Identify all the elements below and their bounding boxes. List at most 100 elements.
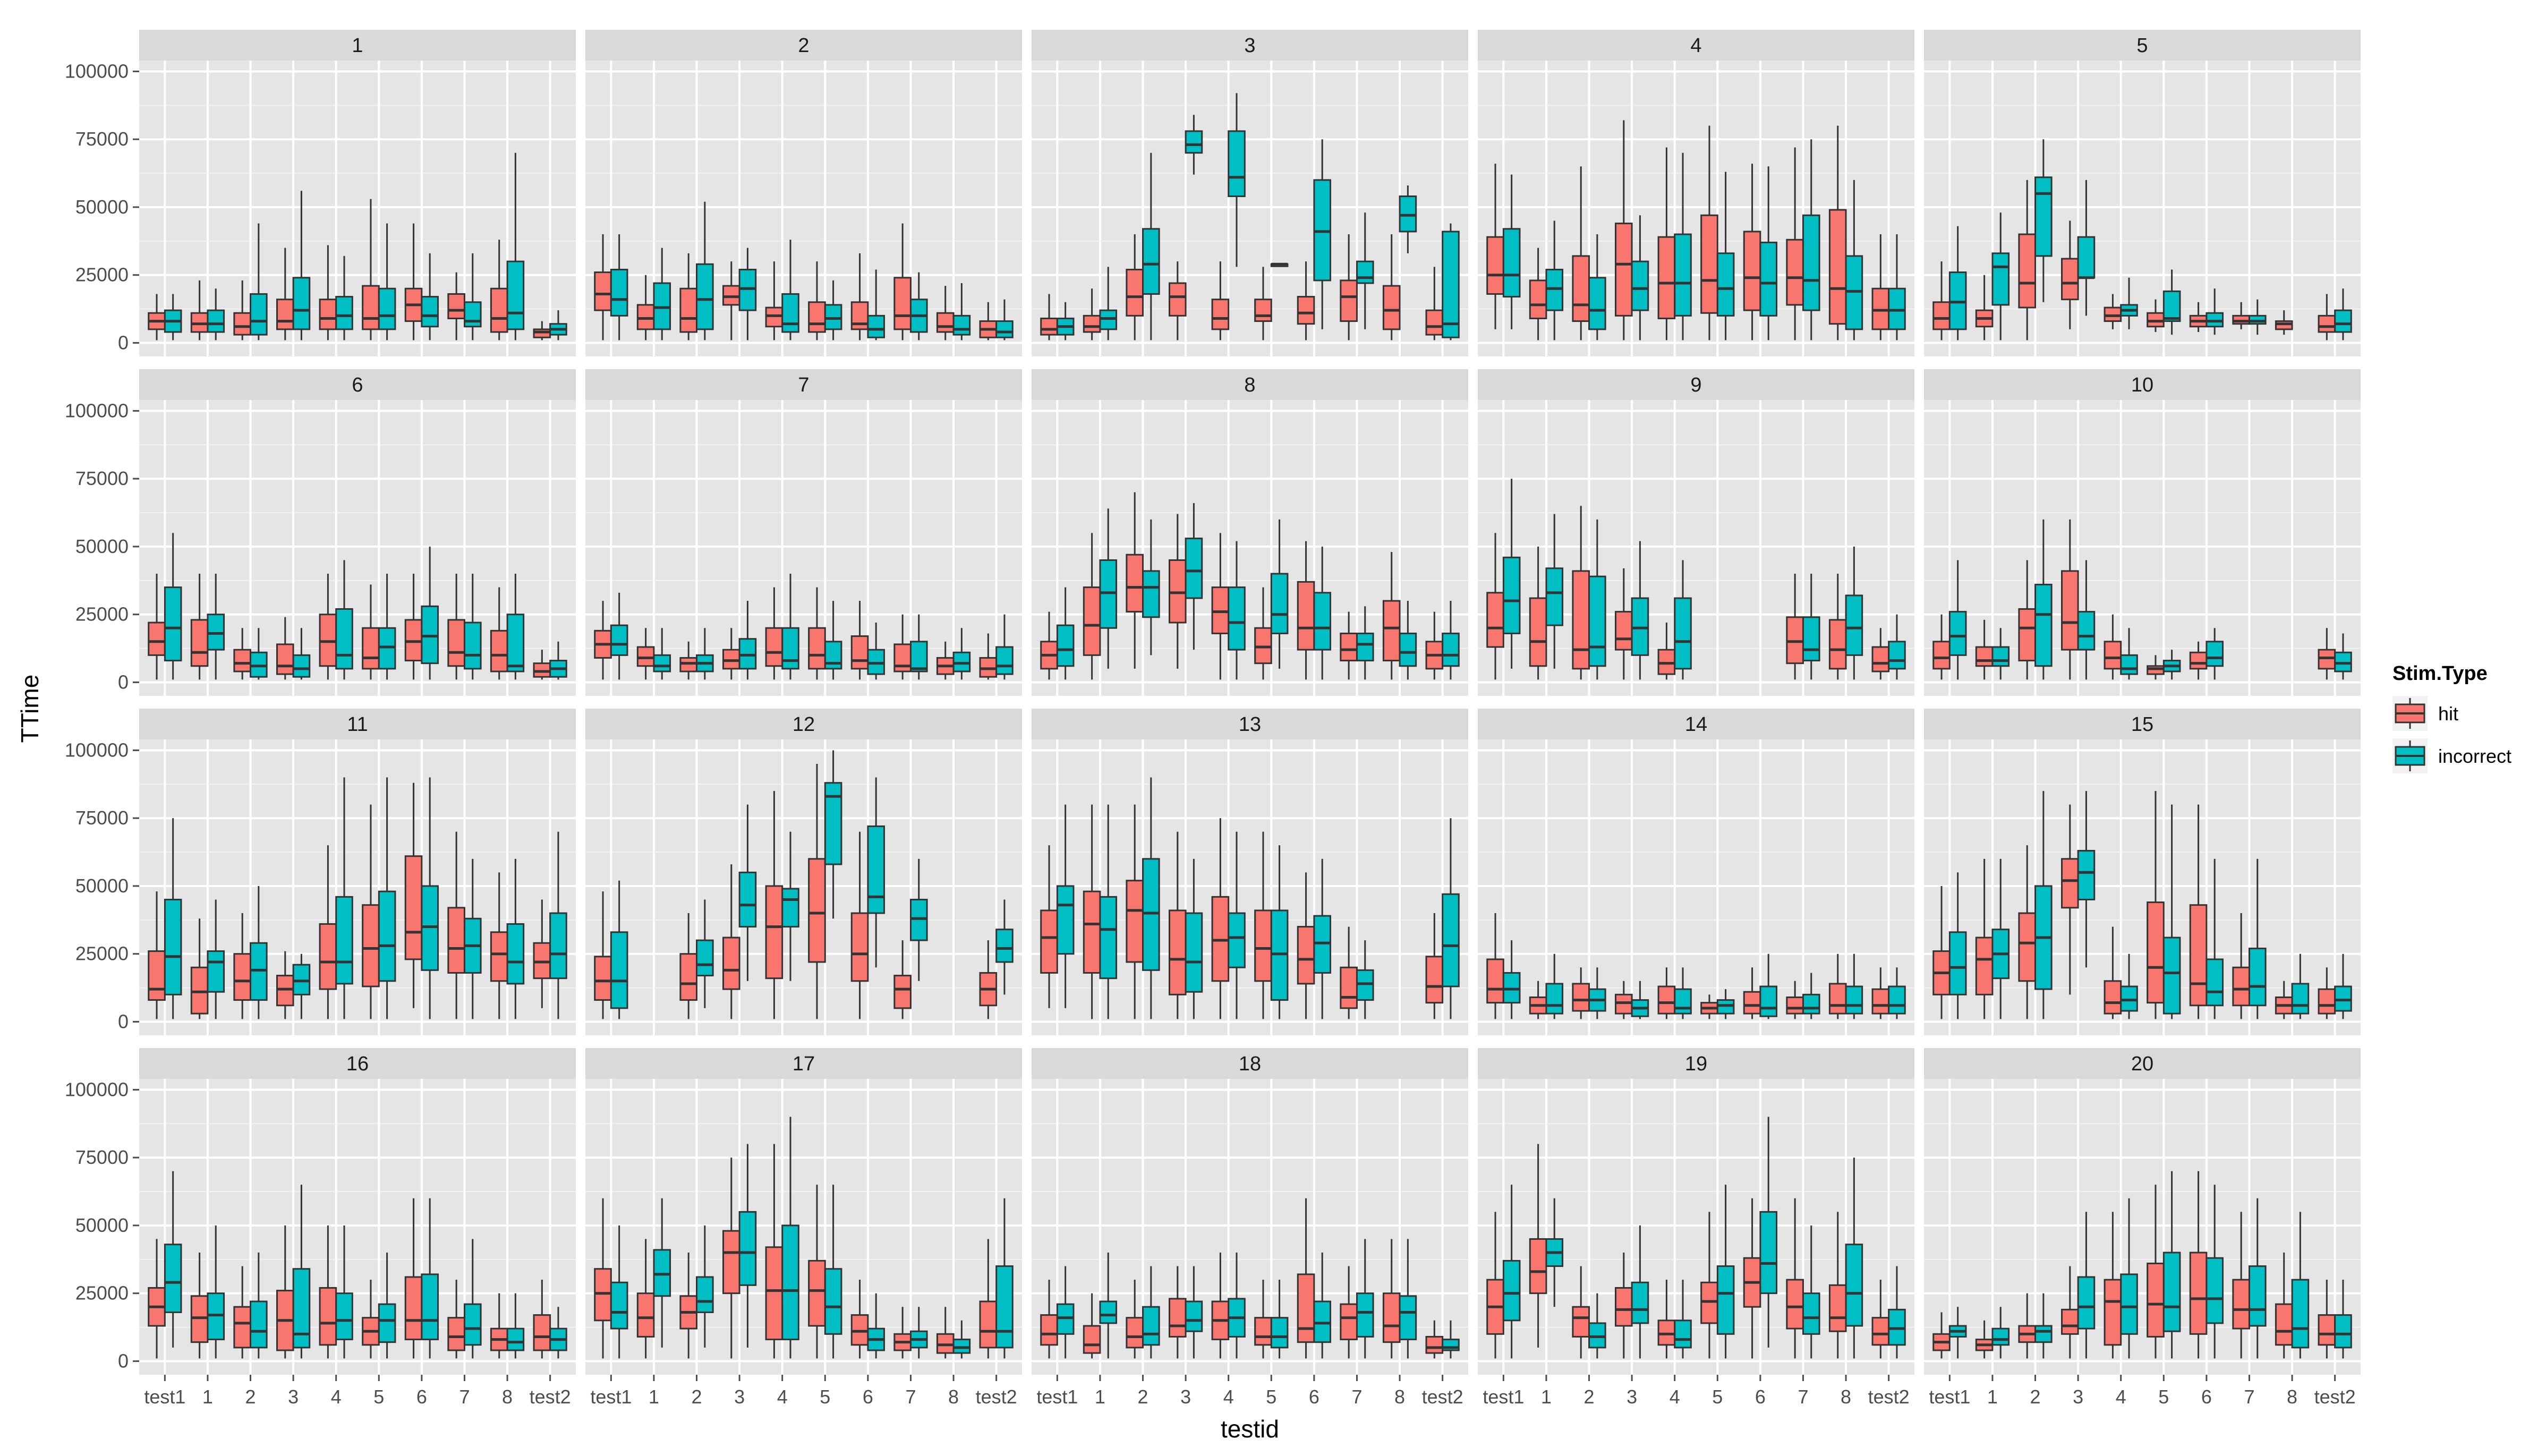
box-body bbox=[549, 912, 567, 980]
box-incorrect bbox=[696, 899, 714, 1008]
x-tick-label: 4 bbox=[331, 1386, 342, 1408]
box-incorrect bbox=[952, 1320, 971, 1359]
box-incorrect bbox=[2206, 1185, 2224, 1359]
box-incorrect bbox=[2291, 953, 2310, 1019]
box-body bbox=[335, 896, 353, 985]
box-hit bbox=[594, 601, 612, 680]
box-hit bbox=[190, 1253, 209, 1359]
box-body bbox=[207, 614, 225, 651]
box-body bbox=[506, 1327, 525, 1351]
box-incorrect bbox=[1588, 967, 1606, 1019]
box-incorrect bbox=[1674, 560, 1692, 680]
box-hit bbox=[190, 918, 209, 1019]
box-incorrect bbox=[250, 1253, 268, 1359]
box-hit bbox=[893, 223, 912, 340]
facet-strip bbox=[1924, 30, 2361, 61]
box-body bbox=[2334, 309, 2352, 333]
box-body bbox=[1142, 570, 1160, 618]
box-incorrect bbox=[1142, 1266, 1160, 1359]
box-incorrect bbox=[867, 1293, 885, 1359]
box-hit bbox=[1657, 147, 1676, 340]
facet-strip bbox=[1924, 1048, 2361, 1079]
box-body bbox=[1270, 909, 1289, 1001]
box-body bbox=[1297, 926, 1315, 985]
facet-strip bbox=[1032, 709, 1468, 739]
box-incorrect bbox=[506, 858, 525, 1019]
box-hit bbox=[1614, 981, 1633, 1019]
box-body bbox=[1040, 317, 1058, 336]
box-body bbox=[2018, 233, 2037, 309]
facet-panel: 5 bbox=[1924, 30, 2361, 356]
box-incorrect bbox=[696, 628, 714, 680]
box-incorrect bbox=[738, 601, 757, 680]
box-hit bbox=[722, 1157, 740, 1359]
box-body bbox=[2334, 985, 2352, 1012]
x-tick-label: test2 bbox=[530, 1386, 571, 1408]
box-body bbox=[463, 1303, 482, 1346]
box-body bbox=[1340, 1303, 1358, 1341]
box-incorrect bbox=[2034, 519, 2053, 680]
box-incorrect bbox=[207, 288, 225, 340]
box-body bbox=[1211, 896, 1230, 982]
box-body bbox=[1743, 231, 1761, 311]
box-body bbox=[1313, 592, 1332, 651]
box-body bbox=[490, 629, 508, 672]
box-body bbox=[207, 1292, 225, 1341]
box-incorrect bbox=[1631, 1225, 1649, 1359]
box-incorrect bbox=[1313, 1253, 1332, 1359]
box-incorrect bbox=[1674, 967, 1692, 1019]
box-body bbox=[2104, 980, 2122, 1015]
box-incorrect bbox=[696, 1225, 714, 1348]
box-incorrect bbox=[1991, 628, 2010, 680]
box-incorrect bbox=[909, 272, 928, 340]
box-body bbox=[1991, 646, 2010, 667]
box-body bbox=[2334, 1314, 2352, 1349]
box-hit bbox=[1254, 587, 1272, 680]
box-body bbox=[1786, 616, 1804, 665]
legend-title: Stim.Type bbox=[2392, 662, 2488, 685]
box-hit bbox=[1486, 1212, 1504, 1359]
box-hit bbox=[1040, 611, 1058, 680]
box-body bbox=[679, 287, 698, 333]
box-incorrect bbox=[549, 1307, 567, 1359]
box-body bbox=[653, 1249, 671, 1297]
box-hit bbox=[1211, 261, 1230, 340]
x-tick-label: 3 bbox=[1180, 1386, 1191, 1408]
box-incorrect bbox=[867, 269, 885, 340]
box-hit bbox=[1572, 506, 1590, 680]
box-incorrect bbox=[1228, 1253, 1246, 1359]
facet-strip bbox=[139, 709, 576, 739]
x-tick-label: 1 bbox=[1987, 1386, 1998, 1408]
box-body bbox=[995, 1265, 1014, 1349]
x-tick-label: 3 bbox=[1627, 1386, 1637, 1408]
box-hit bbox=[1083, 288, 1101, 340]
box-body bbox=[421, 885, 439, 971]
box-body bbox=[1099, 1300, 1118, 1324]
box-incorrect bbox=[2206, 858, 2224, 1019]
box-body bbox=[653, 654, 671, 672]
box-body bbox=[1185, 538, 1203, 599]
facet-panel: 8 bbox=[1032, 369, 1468, 696]
box-hit bbox=[2147, 791, 2165, 1019]
box-incorrect bbox=[2162, 1171, 2181, 1359]
panel-background bbox=[1032, 739, 1468, 1035]
box-incorrect bbox=[164, 1171, 182, 1348]
box-body bbox=[421, 296, 439, 328]
box-body bbox=[1486, 236, 1504, 295]
box-hit bbox=[1211, 533, 1230, 680]
box-body bbox=[164, 586, 182, 662]
box-incorrect bbox=[1631, 215, 1649, 340]
box-body bbox=[1486, 592, 1504, 648]
box-incorrect bbox=[867, 623, 885, 680]
box-body bbox=[979, 657, 998, 678]
box-hit bbox=[636, 1239, 655, 1359]
box-body bbox=[1340, 279, 1358, 322]
box-body bbox=[2206, 958, 2224, 1007]
facet-panel: 17 bbox=[585, 1048, 1022, 1375]
box-body bbox=[1083, 314, 1101, 333]
box-body bbox=[447, 1317, 465, 1351]
box-body bbox=[1572, 570, 1590, 670]
x-tick-label: test2 bbox=[1422, 1386, 1463, 1408]
x-tick-label: 6 bbox=[863, 1386, 873, 1408]
box-body bbox=[909, 898, 928, 941]
